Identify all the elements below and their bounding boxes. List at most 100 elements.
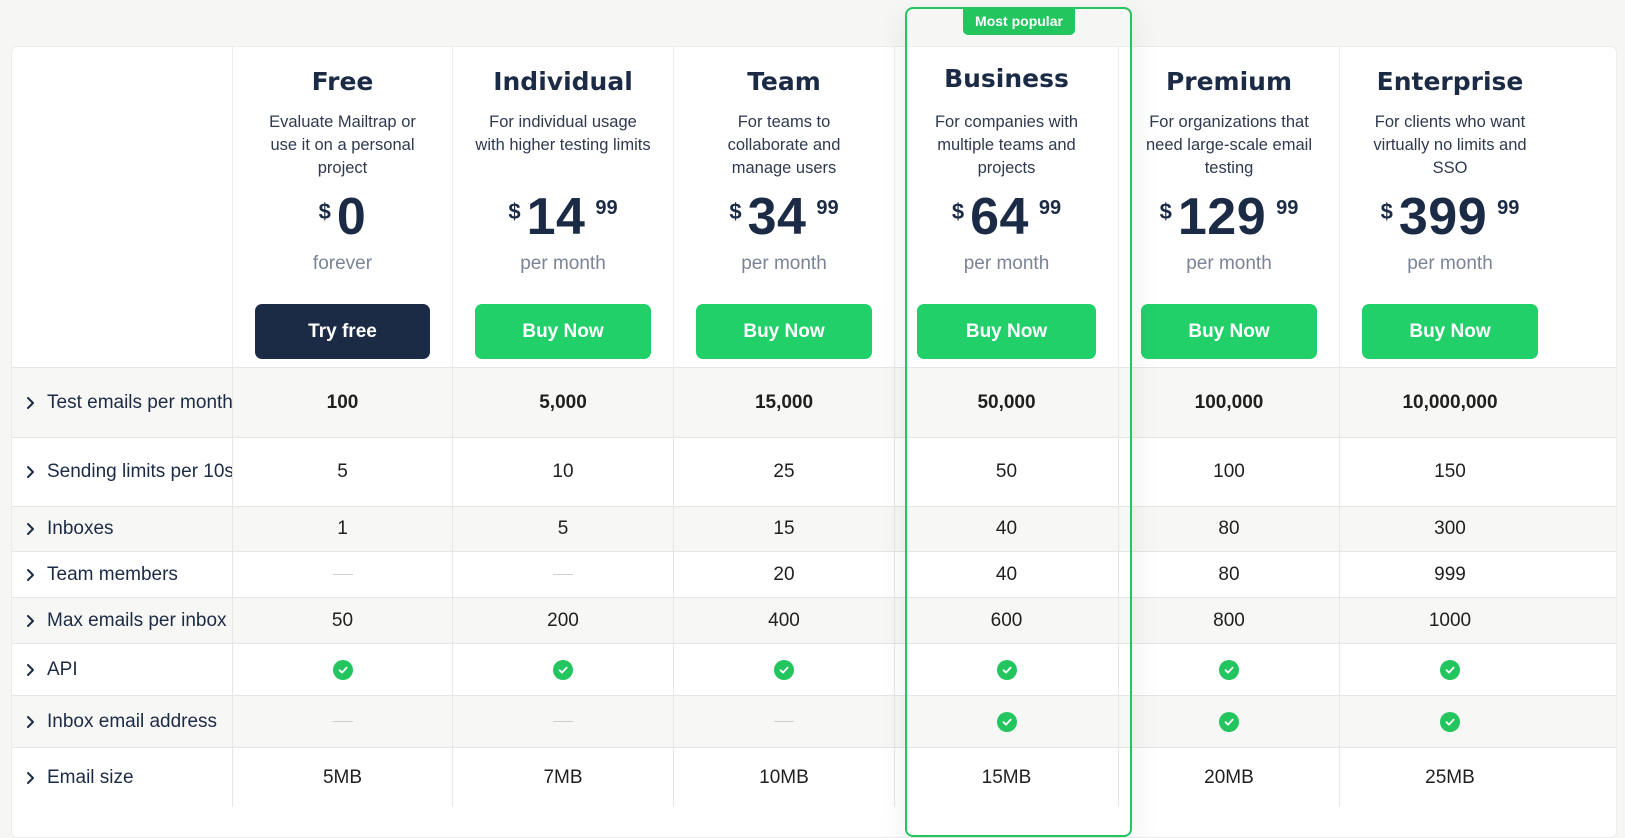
feature-value: 300: [1434, 518, 1466, 539]
plan-price: $64 99: [895, 189, 1118, 249]
currency-symbol: $: [318, 199, 331, 224]
chevron-right-icon: [27, 568, 34, 581]
feature-row: Inbox email address: [12, 695, 1616, 747]
feature-toggle[interactable]: Sending limits per 10s: [12, 438, 241, 506]
currency-symbol: $: [1159, 199, 1172, 224]
plan-name: Team: [747, 67, 821, 96]
plan-price: $14 99: [453, 189, 673, 249]
plan-team: Team For teams to collaborate and manage …: [673, 47, 894, 381]
feature-value: 40: [995, 518, 1018, 539]
feature-cell: [232, 696, 452, 747]
feature-toggle[interactable]: API: [12, 644, 241, 695]
not-included-dash: [774, 721, 794, 722]
check-icon: [1440, 659, 1460, 680]
feature-cell: 40: [894, 507, 1118, 551]
feature-cell: 25: [673, 438, 894, 506]
chevron-right-icon: [27, 396, 34, 409]
buy-now-button-premium[interactable]: Buy Now: [1141, 304, 1317, 359]
plan-enterprise: Enterprise For clients who want virtually…: [1339, 47, 1560, 381]
price-cents: 99: [1038, 197, 1062, 219]
feature-cell: 100: [232, 368, 452, 437]
try-free-button[interactable]: Try free: [255, 304, 430, 359]
plan-price: $399 99: [1340, 189, 1560, 249]
feature-label: Inboxes: [47, 518, 114, 539]
feature-cell: [232, 552, 452, 597]
check-icon: [1219, 711, 1239, 732]
feature-cell: [1339, 644, 1560, 695]
plan-free: Free Evaluate Mailtrap or use it on a per…: [232, 47, 452, 381]
feature-value: 1: [337, 518, 348, 539]
feature-value: 5: [337, 461, 348, 482]
price-amount: 129: [1177, 188, 1267, 246]
plan-name: Premium: [1165, 67, 1293, 96]
feature-cell: 25MB: [1339, 748, 1560, 807]
currency-symbol: $: [1380, 199, 1393, 224]
feature-cell: 5MB: [232, 748, 452, 807]
feature-toggle[interactable]: Inboxes: [12, 507, 241, 551]
feature-value: 100: [326, 391, 359, 413]
check-icon: [1440, 711, 1460, 732]
feature-value: 999: [1434, 563, 1466, 585]
feature-cell: 150: [1339, 438, 1560, 506]
feature-toggle[interactable]: Team members: [12, 552, 241, 597]
buy-now-button-enterprise[interactable]: Buy Now: [1362, 304, 1538, 359]
buy-now-button-team[interactable]: Buy Now: [696, 304, 872, 359]
feature-value: 15,000: [754, 391, 814, 413]
feature-label: Test emails per month: [47, 391, 233, 413]
feature-cell: [1339, 696, 1560, 747]
feature-value: 10,000,000: [1402, 391, 1498, 413]
feature-cell: 7MB: [452, 748, 673, 807]
plan-individual: Individual For individual usage with high…: [452, 47, 673, 381]
feature-value: 15: [773, 518, 795, 539]
price-amount: 399: [1398, 188, 1488, 246]
feature-value: 40: [995, 563, 1018, 585]
feature-cell: [1118, 644, 1339, 695]
feature-value: 150: [1434, 461, 1466, 482]
not-included-dash: [332, 574, 353, 575]
feature-row: Team members 20 40 80 999: [12, 551, 1616, 597]
plan-description: For clients who want virtually no limits…: [1373, 113, 1527, 177]
plan-name: Business: [944, 64, 1069, 93]
feature-label: Max emails per inbox: [47, 609, 227, 631]
price-cents: 99: [816, 197, 839, 219]
buy-now-button-business[interactable]: Buy Now: [917, 304, 1096, 359]
plan-premium: Premium For organizations that need large…: [1118, 47, 1339, 381]
feature-cell: 300: [1339, 507, 1560, 551]
feature-toggle[interactable]: Test emails per month: [12, 368, 241, 437]
check-icon: [774, 659, 794, 680]
feature-cell: [673, 696, 894, 747]
feature-cell: 50: [232, 598, 452, 643]
feature-toggle[interactable]: Inbox email address: [12, 696, 241, 747]
feature-label: Inbox email address: [47, 710, 218, 732]
price-amount: 0: [336, 188, 367, 246]
feature-cell: [894, 644, 1118, 695]
billing-period: per month: [741, 253, 827, 274]
buy-now-button-individual[interactable]: Buy Now: [475, 304, 651, 359]
feature-value: 100,000: [1194, 391, 1264, 413]
feature-value: 600: [990, 609, 1023, 631]
feature-cell: [452, 696, 673, 747]
feature-value: 10: [552, 461, 574, 482]
feature-value: 5: [557, 518, 569, 539]
feature-cell: [894, 696, 1118, 747]
feature-toggle[interactable]: Email size: [12, 748, 241, 807]
feature-value: 10MB: [759, 766, 809, 788]
plan-description: For teams to collaborate and manage user…: [727, 113, 841, 177]
feature-value: 50,000: [977, 391, 1036, 413]
feature-cell: 600: [894, 598, 1118, 643]
chevron-right-icon: [27, 614, 34, 627]
feature-value: 5,000: [539, 391, 587, 413]
feature-cell: 20MB: [1118, 748, 1339, 807]
feature-cell: 50: [894, 438, 1118, 506]
feature-cell: 10,000,000: [1339, 368, 1560, 437]
currency-symbol: $: [729, 199, 742, 224]
feature-value: 25: [773, 461, 795, 482]
feature-cell: 100: [1118, 438, 1339, 506]
feature-toggle[interactable]: Max emails per inbox: [12, 598, 241, 643]
plan-name: Individual: [493, 67, 633, 96]
feature-cell: 15MB: [894, 748, 1118, 807]
feature-cell: [452, 552, 673, 597]
check-icon: [996, 711, 1017, 732]
feature-row: Sending limits per 10s 5 10 25 50 100 150: [12, 437, 1616, 506]
billing-period: per month: [1186, 253, 1272, 274]
